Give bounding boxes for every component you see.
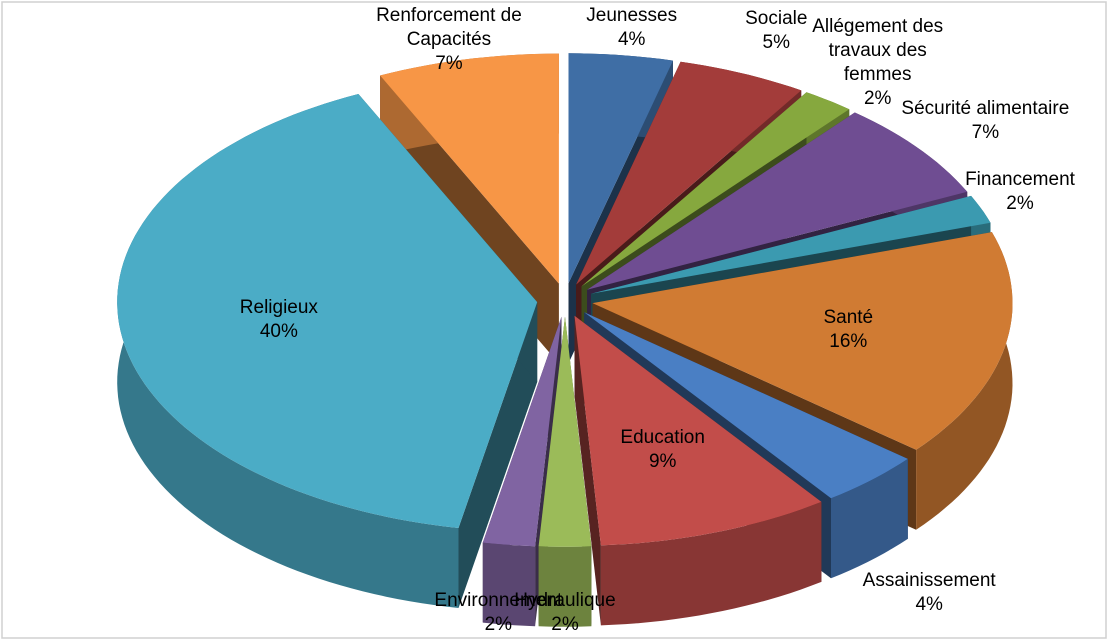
value-label: 2% (863, 88, 892, 110)
value-label: 9% (648, 450, 677, 472)
slice-wall (482, 542, 536, 627)
value-label: 7% (435, 53, 463, 74)
category-label: Jeunesses (586, 5, 678, 26)
value-label: 2% (551, 614, 579, 635)
slice-wall (538, 546, 592, 627)
value-label: 2% (484, 614, 513, 635)
data-label: Financement 2% (935, 168, 1105, 216)
value-label: 4% (915, 594, 943, 616)
value-label: 2% (1006, 193, 1034, 215)
category-label: Renforcement de Capacités (376, 5, 522, 50)
data-label: Renforcement de Capacités 7% (364, 4, 534, 76)
data-label: Hydraulique 2% (480, 589, 650, 637)
value-label: 4% (617, 29, 646, 50)
category-label: Sécurité alimentaire (901, 97, 1070, 119)
category-label: Hydraulique (514, 590, 616, 611)
slice (568, 53, 673, 284)
slice (380, 53, 559, 284)
category-label: Environnement (434, 590, 563, 611)
category-label: Allégement des travaux des femmes (812, 16, 944, 86)
slice (592, 232, 1013, 450)
data-label: Allégement des travaux des femmes 2% (793, 15, 963, 111)
slice-side (458, 302, 538, 608)
category-label: Financement (965, 169, 1075, 191)
data-label: Santé 16% (763, 306, 933, 354)
slice-side (574, 315, 601, 626)
slice (117, 94, 538, 528)
slice (587, 112, 968, 290)
category-label: Religieux (239, 296, 318, 318)
slice (574, 315, 822, 546)
slice-wall (600, 501, 822, 626)
slice (482, 316, 562, 547)
value-label: 7% (971, 121, 1000, 143)
slice (591, 195, 991, 294)
category-label: Education (620, 426, 705, 448)
data-label: Environnement 2% (413, 589, 583, 637)
data-label: Assainissement 4% (844, 569, 1014, 617)
value-label: 5% (762, 32, 791, 54)
slice-wall (831, 458, 908, 579)
slice (581, 92, 850, 287)
category-label: Assainissement (862, 570, 996, 592)
category-label: Sociale (745, 8, 808, 30)
value-label: 40% (259, 320, 298, 342)
slice (538, 316, 592, 547)
value-label: 16% (829, 330, 868, 352)
data-label: Jeunesses 4% (547, 4, 717, 52)
data-label: Sécurité alimentaire 7% (900, 97, 1070, 145)
slice-wall (916, 232, 1013, 530)
category-label: Santé (823, 306, 874, 328)
data-label: Religieux 40% (194, 296, 364, 344)
data-label: Education 9% (578, 426, 748, 474)
data-label: Sociale 5% (691, 7, 861, 55)
slice (576, 61, 802, 285)
slice (584, 312, 908, 499)
